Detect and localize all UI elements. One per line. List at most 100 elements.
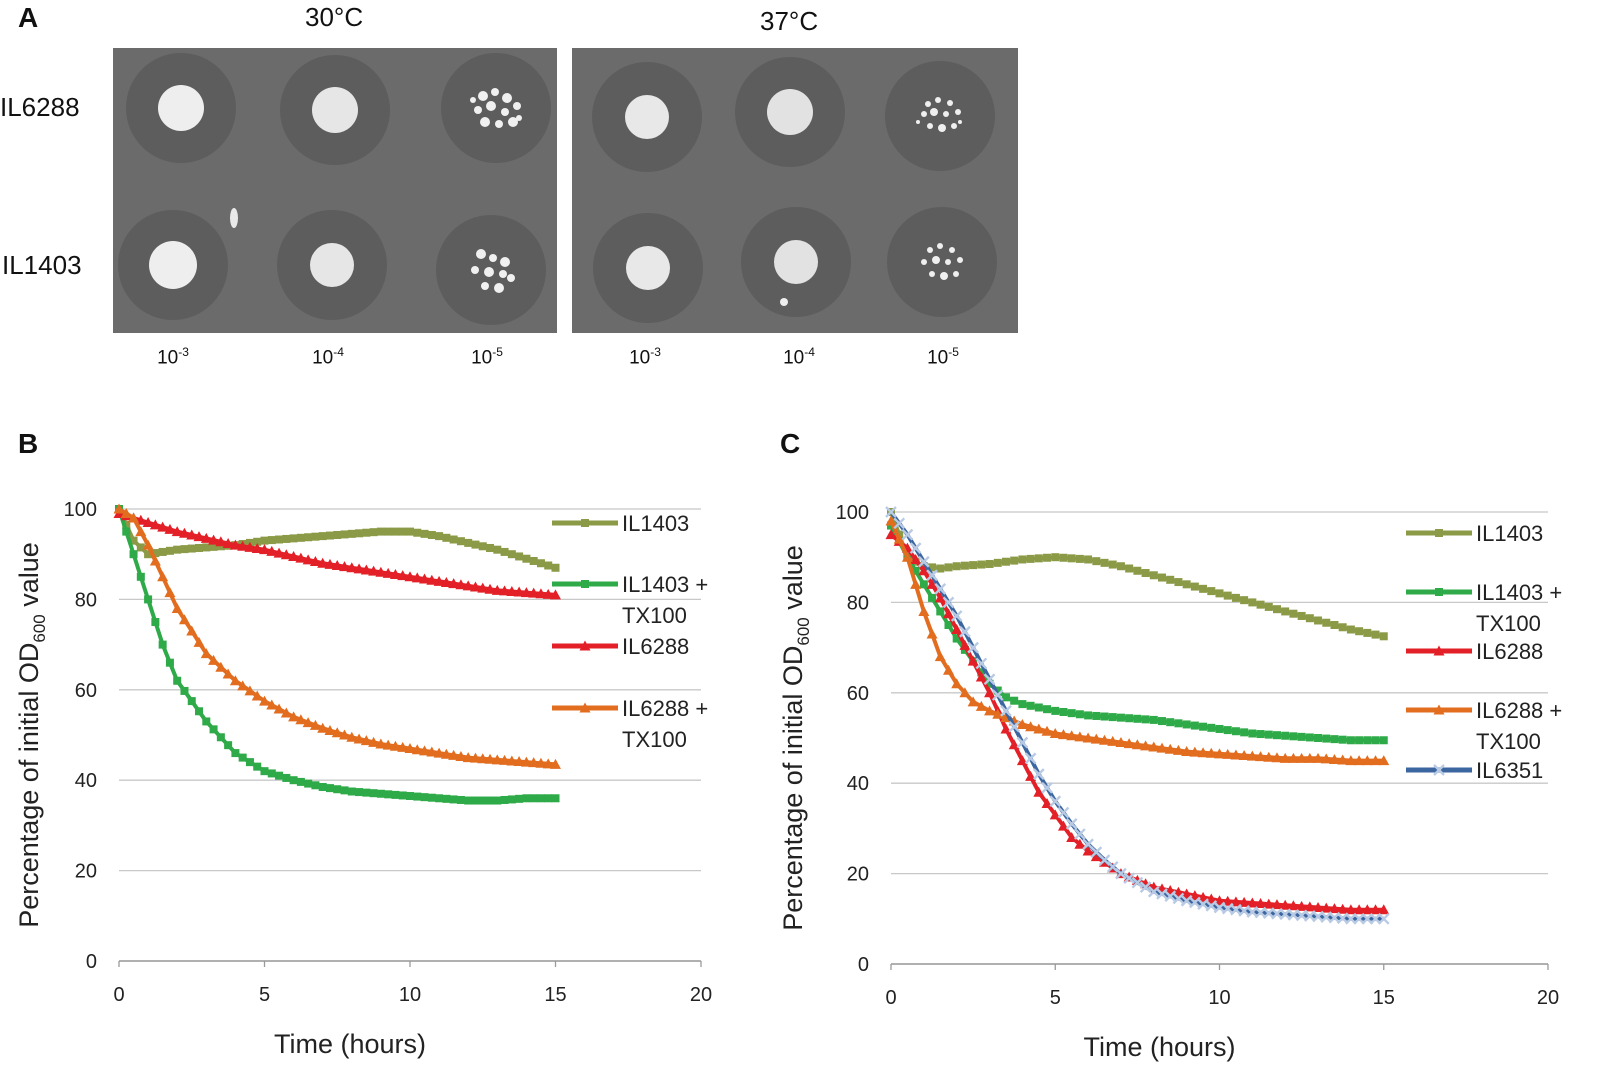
data-point xyxy=(1281,731,1290,740)
data-point xyxy=(1314,734,1323,742)
data-point xyxy=(952,562,961,571)
data-point xyxy=(478,796,487,805)
data-point xyxy=(120,508,132,519)
data-point xyxy=(1264,730,1273,739)
legend-marker xyxy=(579,640,591,651)
data-point xyxy=(251,543,263,554)
data-point xyxy=(304,533,313,542)
legend-label: IL6288 + xyxy=(622,696,708,721)
data-point xyxy=(493,796,502,805)
data-point xyxy=(360,735,372,746)
data-point xyxy=(1115,867,1127,880)
data-point xyxy=(1197,747,1209,758)
data-point xyxy=(484,583,496,594)
data-point xyxy=(926,569,938,582)
data-point xyxy=(477,582,489,593)
data-point xyxy=(551,563,560,572)
legend-label: IL1403 + xyxy=(1476,580,1562,605)
data-point xyxy=(353,563,365,574)
data-point xyxy=(237,680,249,691)
data-point xyxy=(1043,705,1052,714)
data-point xyxy=(295,714,307,725)
data-point xyxy=(302,717,314,728)
x-tick-label: 0 xyxy=(113,984,124,1006)
data-point xyxy=(353,733,365,744)
data-point xyxy=(375,566,387,577)
data-point xyxy=(1090,851,1102,862)
data-point xyxy=(360,564,372,575)
data-point xyxy=(1240,596,1249,605)
data-point xyxy=(1123,872,1136,884)
data-point xyxy=(1238,750,1250,761)
data-point xyxy=(1297,732,1306,741)
data-point xyxy=(260,767,269,776)
data-point xyxy=(215,536,227,547)
data-point xyxy=(893,533,905,544)
data-point xyxy=(1248,598,1257,607)
legend-marker xyxy=(1435,588,1443,596)
data-point xyxy=(1189,746,1201,757)
data-point xyxy=(967,641,979,654)
data-point xyxy=(529,794,538,803)
data-point xyxy=(1215,589,1224,598)
data-point xyxy=(1190,582,1199,591)
data-point xyxy=(513,756,525,767)
data-point xyxy=(253,537,262,546)
chart-b: 0 20 40 60 80 100 0 5 10 15 20 Time (hours) Percenta… xyxy=(14,499,712,1059)
data-point xyxy=(1279,752,1291,763)
data-point xyxy=(1377,912,1390,925)
data-point xyxy=(295,552,307,563)
data-point xyxy=(1378,755,1390,766)
data-point xyxy=(136,572,145,581)
data-point xyxy=(1338,735,1347,744)
data-point xyxy=(1001,693,1010,702)
data-point xyxy=(289,534,298,543)
data-point xyxy=(1074,731,1086,742)
data-point xyxy=(513,586,525,597)
x-axis-title: Time (hours) xyxy=(1083,1032,1235,1062)
data-point xyxy=(1197,891,1209,902)
data-point xyxy=(1008,720,1021,733)
data-point xyxy=(449,795,458,804)
data-point xyxy=(1147,885,1160,898)
data-point xyxy=(484,753,496,764)
data-point xyxy=(1049,795,1062,808)
data-point xyxy=(440,576,452,587)
y-tick-label: 20 xyxy=(75,861,97,883)
data-point xyxy=(1049,727,1061,738)
data-point xyxy=(1361,904,1373,915)
data-point xyxy=(1043,553,1052,562)
data-point xyxy=(926,578,938,589)
data-point xyxy=(164,587,176,598)
data-point xyxy=(1305,614,1314,623)
data-point xyxy=(389,569,401,580)
data-point xyxy=(288,550,300,561)
data-point xyxy=(209,725,218,734)
data-point xyxy=(229,675,241,686)
data-point xyxy=(1051,553,1060,562)
data-point xyxy=(977,560,986,569)
data-point xyxy=(266,699,278,710)
data-point xyxy=(1125,714,1134,723)
data-point xyxy=(1182,720,1191,729)
panel-c-label: C xyxy=(780,428,801,459)
data-point xyxy=(1287,752,1299,763)
data-point xyxy=(544,561,553,570)
data-point xyxy=(1010,556,1019,565)
data-point xyxy=(382,739,394,750)
data-point xyxy=(934,582,947,595)
data-point xyxy=(1140,740,1152,751)
data-point xyxy=(462,752,474,763)
data-point xyxy=(1067,554,1076,563)
data-point xyxy=(486,543,495,552)
data-point xyxy=(1363,736,1372,745)
data-point xyxy=(464,538,473,547)
data-point xyxy=(934,651,946,662)
data-point xyxy=(1139,881,1152,894)
legend-item-il6351: IL6351 xyxy=(1406,758,1543,783)
data-point xyxy=(1287,900,1299,911)
data-point xyxy=(469,581,481,592)
data-point xyxy=(885,506,897,518)
data-point xyxy=(1067,709,1076,718)
data-point xyxy=(967,655,979,666)
